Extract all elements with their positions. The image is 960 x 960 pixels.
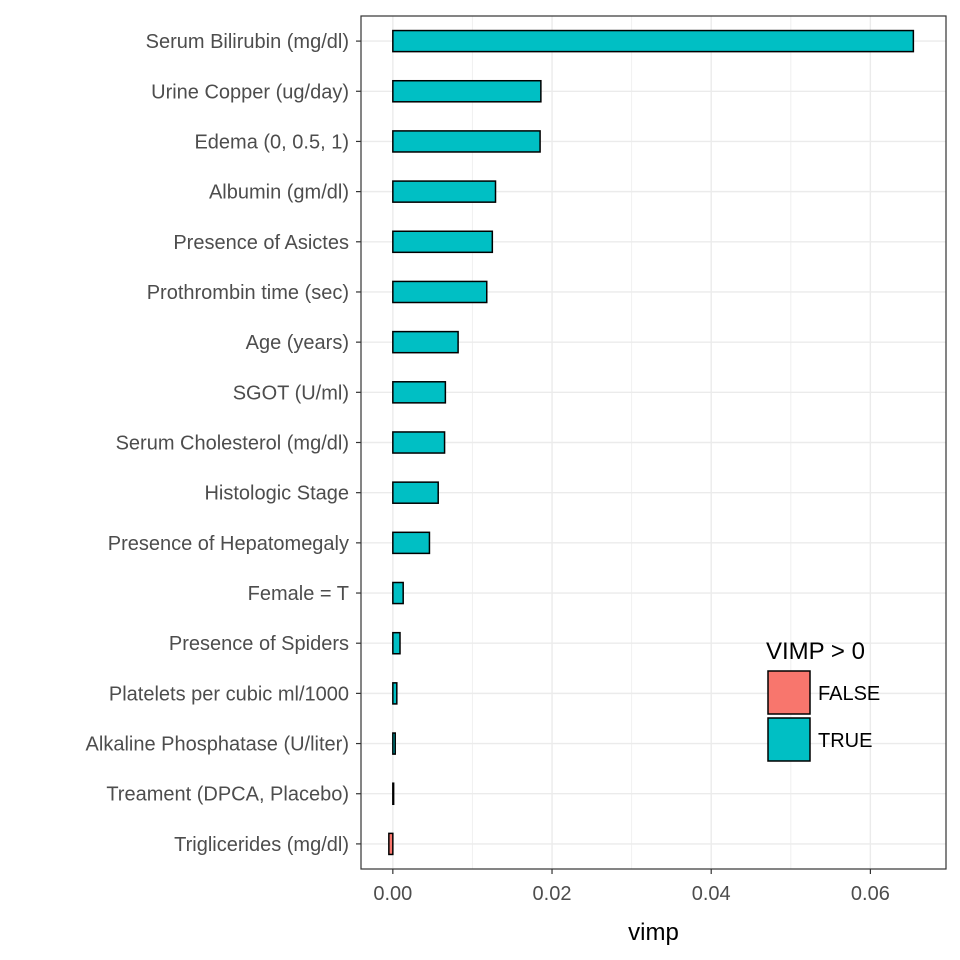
y-tick-label: Alkaline Phosphatase (U/liter) bbox=[86, 734, 349, 756]
y-tick-label: Serum Bilirubin (mg/dl) bbox=[146, 31, 349, 53]
x-axis-ticks: 0.00 0.02 0.04 0.06 bbox=[373, 869, 890, 905]
y-tick-label: Edema (0, 0.5, 1) bbox=[194, 131, 349, 153]
y-tick-label: Triglicerides (mg/dl) bbox=[174, 834, 349, 856]
bar bbox=[392, 581, 404, 605]
x-tick-label: 0.02 bbox=[533, 883, 572, 905]
bar bbox=[392, 631, 401, 655]
y-tick-label: Urine Copper (ug/day) bbox=[151, 81, 349, 103]
x-tick-label: 0.06 bbox=[851, 883, 890, 905]
bar bbox=[392, 180, 497, 203]
legend: VIMP > 0 FALSE TRUE bbox=[766, 638, 880, 762]
bar bbox=[392, 782, 395, 806]
bar bbox=[388, 832, 394, 856]
y-tick-label: Serum Cholesterol (mg/dl) bbox=[116, 433, 349, 455]
bar bbox=[392, 381, 447, 404]
bar bbox=[392, 280, 488, 304]
bar bbox=[392, 230, 494, 254]
y-tick-label: Albumin (gm/dl) bbox=[209, 182, 349, 204]
x-tick-label: 0.00 bbox=[373, 883, 412, 905]
x-axis-title: vimp bbox=[628, 919, 679, 946]
bar bbox=[392, 481, 439, 504]
y-tick-label: Age (years) bbox=[246, 332, 349, 354]
legend-swatch bbox=[767, 670, 811, 715]
bar bbox=[392, 732, 396, 755]
y-tick-label: Female = T bbox=[248, 583, 349, 605]
bar bbox=[392, 79, 542, 103]
legend-label: TRUE bbox=[818, 730, 872, 752]
y-tick-label: SGOT (U/ml) bbox=[233, 382, 349, 404]
bars bbox=[388, 29, 915, 856]
legend-title: VIMP > 0 bbox=[766, 638, 865, 665]
legend-items: FALSE TRUE bbox=[767, 670, 880, 762]
bar bbox=[392, 130, 541, 153]
y-tick-label: Presence of Spiders bbox=[169, 633, 349, 655]
y-tick-label: Prothrombin time (sec) bbox=[147, 282, 349, 304]
bar bbox=[392, 682, 398, 705]
legend-swatch bbox=[767, 717, 811, 762]
y-tick-label: Histologic Stage bbox=[204, 483, 349, 505]
bar bbox=[392, 431, 446, 454]
bar bbox=[392, 29, 915, 53]
y-tick-label: Platelets per cubic ml/1000 bbox=[109, 683, 349, 705]
y-tick-label: Treament (DPCA, Placebo) bbox=[106, 784, 349, 806]
bar bbox=[392, 330, 459, 354]
bar bbox=[392, 531, 431, 555]
y-tick-label: Presence of Asictes bbox=[173, 232, 349, 254]
y-axis-ticks: Serum Bilirubin (mg/dl) Urine Copper (ug/… bbox=[86, 31, 361, 856]
legend-label: FALSE bbox=[818, 683, 880, 705]
y-tick-label: Presence of Hepatomegaly bbox=[108, 533, 349, 555]
x-tick-label: 0.04 bbox=[692, 883, 731, 905]
